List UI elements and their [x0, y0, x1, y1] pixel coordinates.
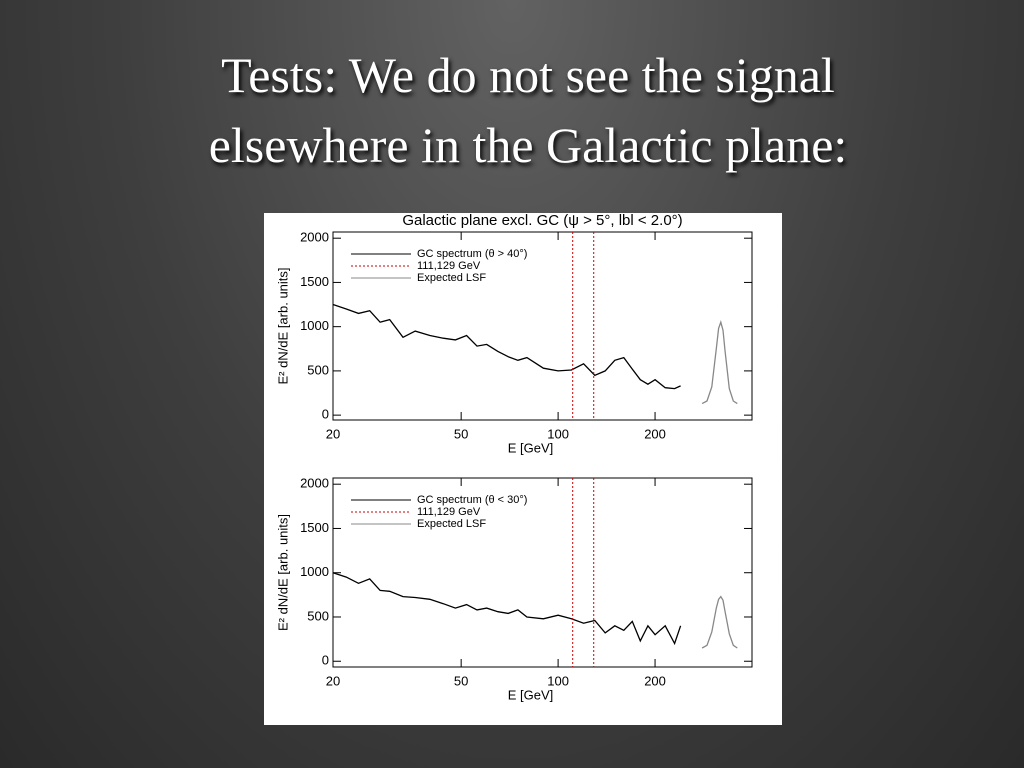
legend-label: GC spectrum (θ < 30°) [417, 494, 527, 506]
spectrum-line [332, 572, 682, 646]
x-tick-label: 200 [644, 673, 666, 688]
spectrum-line [701, 320, 738, 405]
x-tick-label: 100 [547, 673, 569, 688]
spectrum-line [332, 303, 681, 390]
x-tick-label: 20 [326, 673, 340, 688]
x-tick-label: 50 [454, 426, 468, 441]
y-tick-label: 500 [307, 608, 329, 623]
legend-label: 111,129 GeV [417, 506, 481, 518]
y-axis-label: E² dN/dE [arb. units] [275, 514, 290, 631]
x-tick-label: 20 [326, 426, 340, 441]
x-axis-label: E [GeV] [508, 440, 554, 455]
legend-label: Expected LSF [417, 518, 486, 530]
plot-frame [332, 231, 753, 421]
x-tick-label: 50 [454, 673, 468, 688]
y-tick-label: 2000 [300, 476, 329, 491]
legend-label: Expected LSF [417, 272, 486, 284]
legend-label: GC spectrum (θ > 40°) [417, 248, 527, 260]
legend-label: 111,129 GeV [417, 260, 481, 272]
y-tick-label: 1000 [300, 318, 329, 333]
x-tick-label: 200 [644, 426, 666, 441]
y-tick-label: 0 [322, 653, 329, 668]
x-tick-label: 100 [547, 426, 569, 441]
y-tick-label: 0 [322, 407, 329, 422]
y-tick-label: 2000 [300, 230, 329, 245]
y-tick-label: 1500 [300, 274, 329, 289]
slide-title: Tests: We do not see the signal elsewher… [0, 40, 1024, 180]
y-tick-label: 1000 [300, 564, 329, 579]
y-tick-label: 500 [307, 362, 329, 377]
title-line: elsewhere in the Galactic plane: [208, 117, 848, 173]
x-axis-label: E [GeV] [508, 687, 554, 702]
title-line: Tests: We do not see the signal [221, 47, 835, 103]
y-tick-label: 1500 [300, 520, 329, 535]
y-axis-label: E² dN/dE [arb. units] [275, 267, 290, 384]
chart-title: Galactic plane excl. GC (ψ > 5°, lbl < 2… [402, 212, 682, 229]
figure-background [264, 213, 782, 725]
spectrum-line [701, 595, 738, 649]
